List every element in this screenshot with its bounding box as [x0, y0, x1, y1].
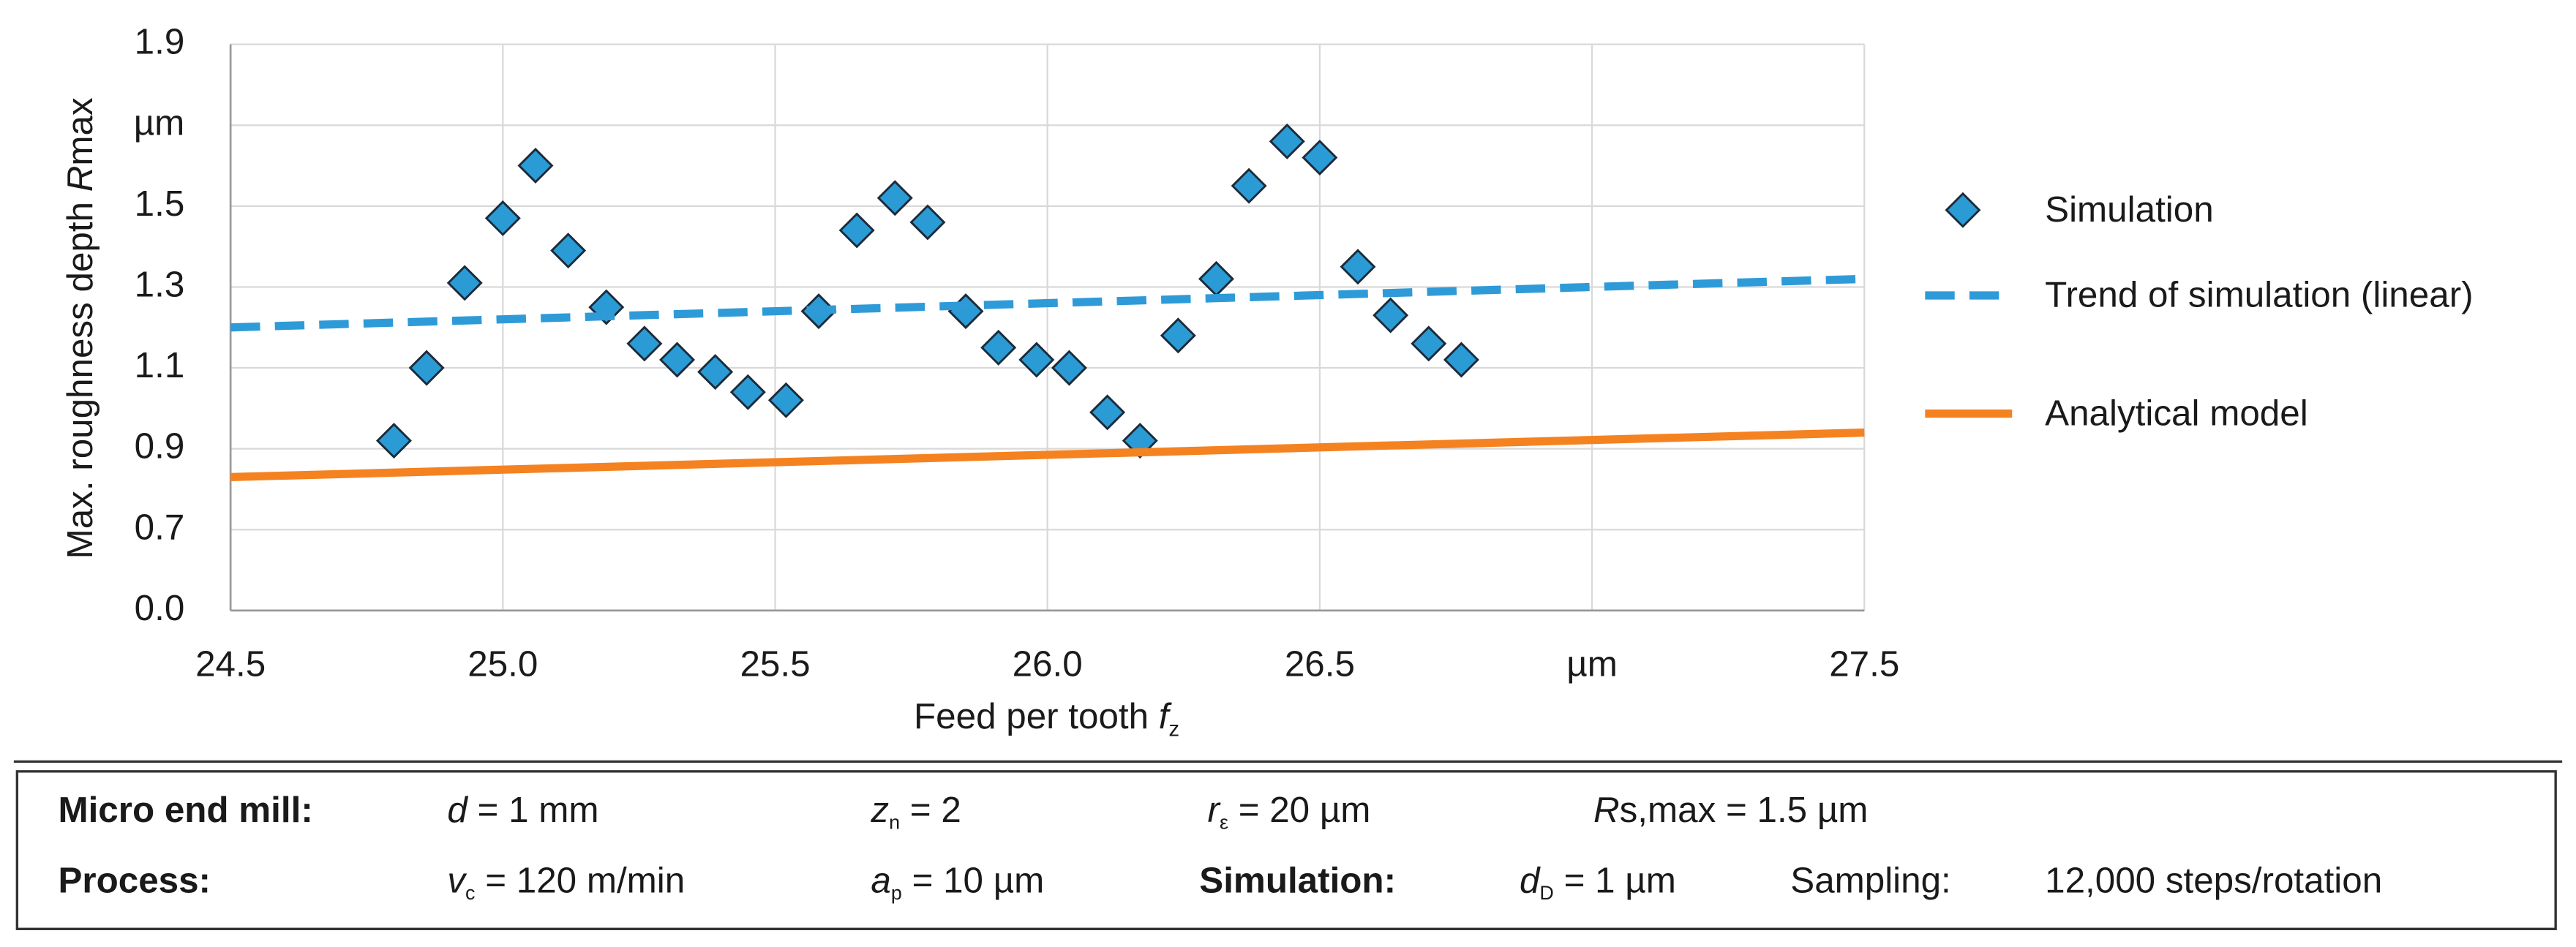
data-point [767, 382, 804, 418]
data-point [838, 212, 875, 249]
y-tick-label: µm [134, 102, 185, 143]
legend-item: Simulation [2045, 189, 2214, 230]
x-label-symbol: f [1159, 696, 1172, 736]
parameter: dD = 1 µm [1520, 861, 1676, 905]
parameter: zn = 2 [870, 790, 961, 834]
parameter-text: = 1 mm [467, 790, 599, 830]
data-point [1302, 139, 1338, 176]
parameter-text: = 20 µm [1228, 790, 1370, 830]
parameter-subscript: n [889, 812, 900, 834]
data-point [697, 354, 734, 391]
parameter-text: = 2 [900, 790, 961, 830]
parameter-symbol: v [447, 861, 467, 901]
parameter: Sampling: [1790, 861, 1951, 901]
y-tick-label: 1.3 [135, 264, 185, 304]
y-label-symbol: R [60, 166, 100, 192]
x-tick-label: 25.0 [467, 644, 538, 684]
legend-label: Simulation [2045, 189, 2214, 230]
y-tick-label: 1.5 [135, 184, 185, 224]
legend-marker [1945, 192, 1981, 228]
x-axis-label: Feed per tooth fz [914, 696, 1179, 741]
parameter-text: = 10 µm [902, 861, 1044, 901]
data-point [909, 204, 946, 241]
y-tick-label: 1.1 [135, 345, 185, 385]
data-point [588, 289, 625, 325]
parameter-symbol: R [1593, 790, 1620, 830]
data-point [1443, 342, 1479, 378]
y-tick-label: 1.9 [135, 22, 185, 62]
x-tick-label: 27.5 [1829, 644, 1899, 684]
data-point [1160, 317, 1196, 354]
x-tick-label: µm [1566, 644, 1618, 684]
data-point [1051, 350, 1087, 386]
parameter-text: s,max = 1.5 µm [1620, 790, 1869, 830]
parameter-subscript: ε [1220, 812, 1228, 834]
parameter-box [15, 770, 2557, 930]
y-tick-label: 0.9 [135, 426, 185, 467]
x-label-subscript: z [1169, 717, 1180, 741]
data-point [876, 180, 913, 216]
parameter: d = 1 mm [447, 790, 598, 830]
trend-line [230, 274, 1865, 332]
parameter-symbol: r [1208, 790, 1222, 830]
data-point [550, 233, 587, 269]
data-point [484, 200, 521, 236]
x-tick-label: 24.5 [195, 644, 266, 684]
x-tick-label: 26.0 [1013, 644, 1083, 684]
legend-item: Trend of simulation (linear) [2045, 273, 2474, 315]
y-label-rest: max [60, 97, 100, 166]
x-label-text: Feed per tooth [914, 696, 1159, 736]
parameter-subscript: p [891, 882, 902, 904]
parameter: ap = 10 µm [871, 861, 1044, 905]
data-point [1089, 394, 1126, 431]
data-point [1269, 123, 1305, 159]
parameter-subscript: c [465, 882, 475, 904]
parameter: Process: [58, 861, 211, 901]
data-point [729, 374, 766, 410]
parameter-subscript: D [1539, 882, 1553, 904]
data-point [1373, 297, 1409, 333]
data-point [446, 265, 483, 301]
x-tick-label: 26.5 [1285, 644, 1355, 684]
parameter-text: = 1 µm [1554, 861, 1676, 901]
legend-label: Trend of simulation (linear) [2045, 273, 2474, 315]
data-point [1411, 325, 1447, 362]
data-point [1231, 167, 1267, 204]
parameter-symbol: z [870, 790, 889, 830]
data-point [1340, 249, 1376, 285]
data-point [980, 329, 1017, 366]
data-point [626, 325, 663, 362]
x-tick-label: 25.5 [740, 644, 810, 684]
parameter: Rs,max = 1.5 µm [1593, 790, 1868, 830]
parameter: rε = 20 µm [1208, 790, 1371, 834]
parameter-symbol: d [447, 790, 468, 830]
data-point [408, 350, 445, 386]
legend-label: Analytical model [2045, 392, 2308, 434]
parameter-symbol: a [871, 861, 890, 901]
parameter: Simulation: [1199, 861, 1396, 901]
parameter-text: = 120 m/min [476, 861, 686, 901]
data-point [947, 293, 984, 330]
parameter: 12,000 steps/rotation [2045, 861, 2382, 901]
y-tick-label: 0.7 [135, 507, 185, 547]
y-tick-label: 0.0 [135, 588, 185, 628]
data-point [375, 423, 412, 459]
data-point [517, 148, 554, 184]
trend-line [230, 428, 1865, 481]
parameter: Micro end mill: [58, 790, 312, 830]
data-point [1198, 260, 1234, 297]
y-axis-label: Max. roughness depth Rmax [60, 97, 100, 559]
parameter-symbol: d [1520, 861, 1541, 901]
y-label-text: Max. roughness depth [60, 192, 100, 559]
legend-item: Analytical model [2045, 392, 2308, 434]
data-point [1018, 342, 1055, 378]
parameter: vc = 120 m/min [447, 861, 685, 905]
data-point [659, 342, 696, 378]
